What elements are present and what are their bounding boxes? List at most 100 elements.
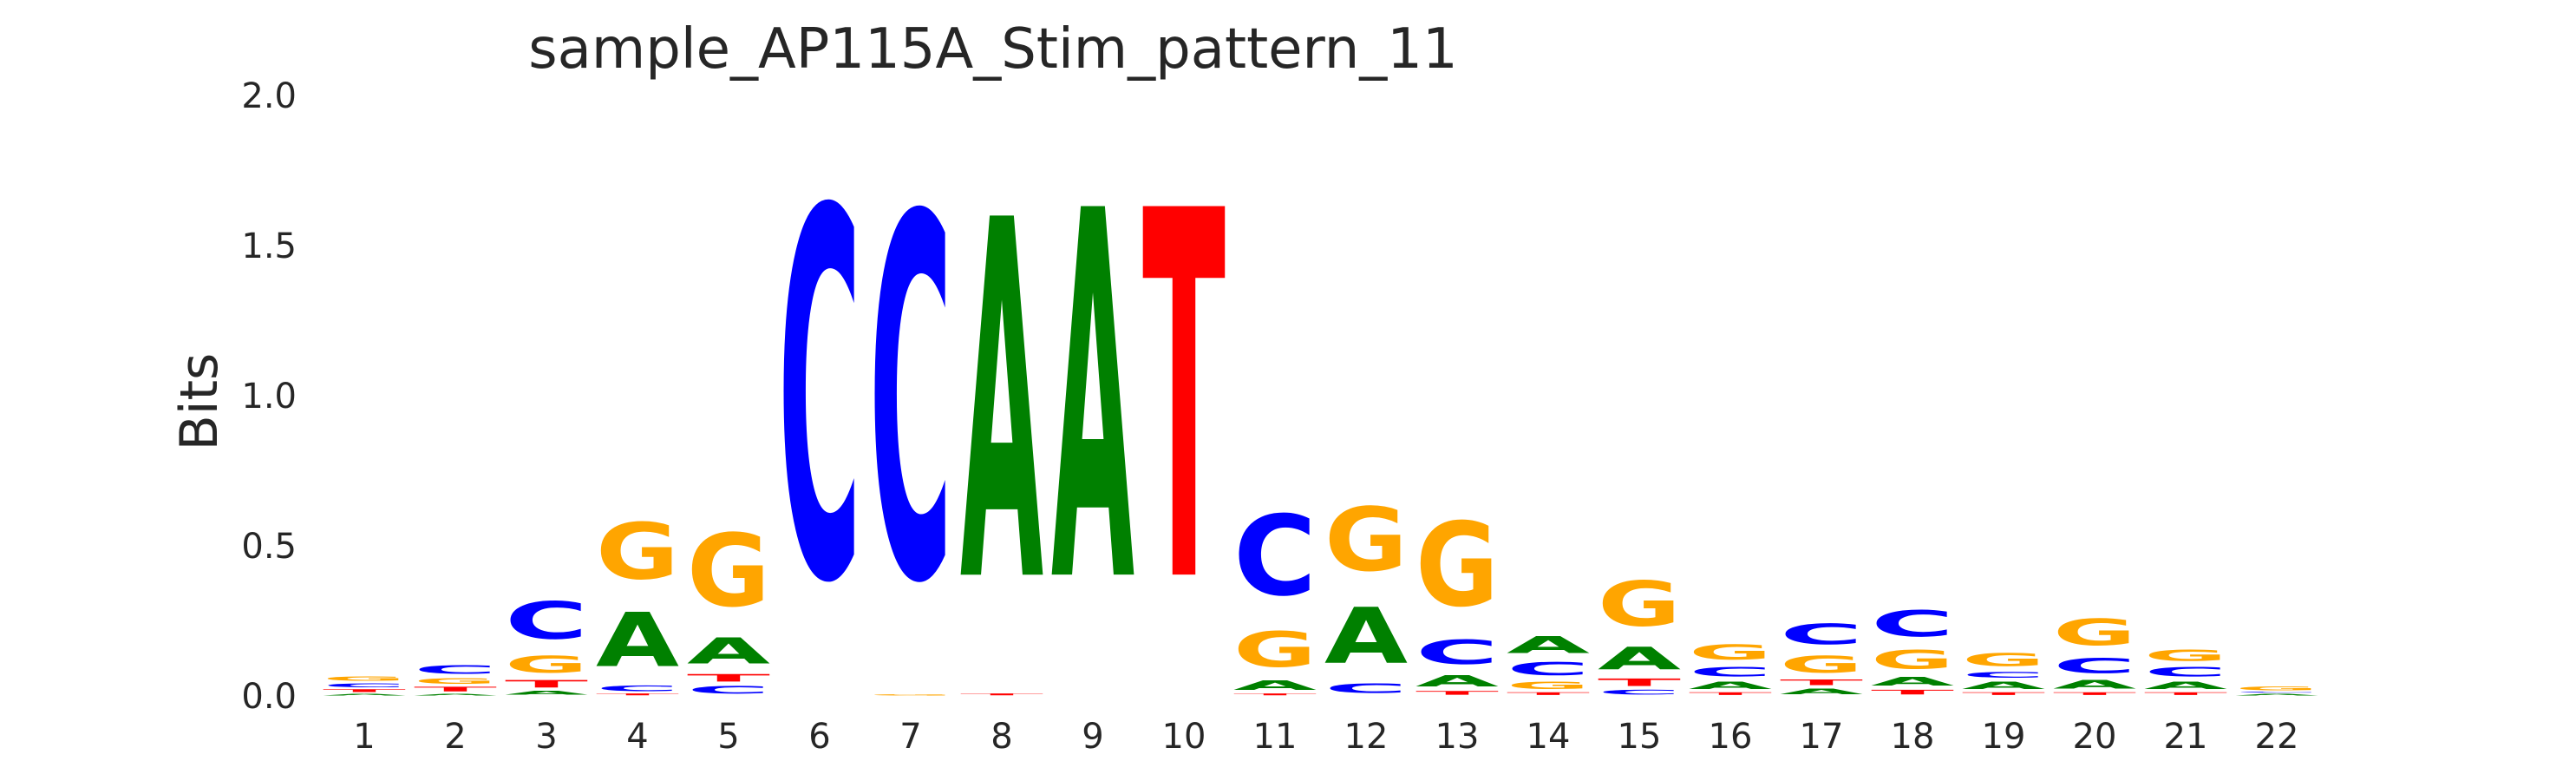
logo-letter-A: A [1689, 679, 1772, 692]
logo-letter-C: C [2144, 665, 2227, 679]
x-tick-label: 16 [1709, 717, 1753, 757]
logo-letter-T: T [1962, 692, 2045, 696]
logo-letter-A: A [2235, 693, 2318, 696]
logo-letter-G: G [1598, 568, 1681, 640]
x-tick-label: 1 [353, 717, 375, 757]
logo-letter-A: A [687, 630, 771, 672]
x-tick-label: 13 [1435, 717, 1480, 757]
x-tick-label: 2 [444, 717, 466, 757]
logo-letter-A: A [1780, 687, 1863, 696]
x-tick-label: 10 [1162, 717, 1206, 757]
logo-letter-G: G [1233, 621, 1317, 679]
y-tick-label: 0.0 [241, 677, 297, 717]
logo-letter-C: C [869, 115, 952, 693]
logo-letter-T: T [1780, 678, 1863, 686]
logo-letter-T: T [1233, 693, 1317, 696]
logo-letter-A: A [960, 118, 1044, 691]
x-tick-label: 7 [899, 717, 921, 757]
logo-letter-G: G [1689, 640, 1772, 664]
logo-letter-C: C [414, 663, 497, 676]
logo-letter-T: T [505, 678, 588, 690]
logo-letter-C: C [596, 684, 679, 692]
logo-letter-C: C [2235, 692, 2318, 693]
x-tick-label: 11 [1253, 717, 1298, 757]
logo-letter-A: A [1598, 640, 1682, 677]
x-axis-ticks: 1 2 3 4 5 6 7 8 9 10 11 12 13 14 15 16 17 18 19 20 21 22 [353, 717, 2298, 757]
logo-letter-C: C [1780, 619, 1863, 652]
logo-letter-G: G [1324, 489, 1408, 591]
logo-letter-T: T [596, 693, 679, 696]
logo-letter-C: C [2053, 654, 2136, 678]
logo-letter-T: T [1507, 692, 1590, 696]
logo-letter-T: T [960, 693, 1043, 696]
x-tick-label: 6 [808, 717, 830, 757]
y-tick-label: 2.0 [241, 76, 297, 116]
x-tick-label: 4 [626, 717, 648, 757]
x-tick-label: 18 [1891, 717, 1935, 757]
y-axis-label: Bits [169, 353, 230, 451]
logo-letter-G: G [687, 514, 770, 630]
logo-letter-T: T [1415, 690, 1499, 696]
logo-letter-G: G [596, 508, 679, 597]
logo-letter-G: G [323, 675, 406, 683]
logo-letter-G: G [2144, 646, 2227, 665]
logo-letter-T: T [1871, 688, 1954, 696]
logo-letter-C: C [687, 684, 770, 696]
logo-letter-G: G [1962, 649, 2045, 670]
logo-letter-G: G [1780, 651, 1863, 678]
logo-letter-A: A [2144, 679, 2227, 692]
logo-letter-T: T [687, 672, 770, 684]
logo-letter-A: A [323, 693, 406, 696]
x-tick-label: 19 [1982, 717, 2026, 757]
logo-letter-G: G [414, 677, 497, 686]
chart-title: sample_AP115A_Stim_pattern_11 [528, 17, 1457, 82]
logo-letter-G: G [1415, 498, 1499, 633]
logo-letter-C: C [505, 591, 588, 651]
logo-letter-C: C [1233, 493, 1317, 621]
logo-letter-A: A [1871, 675, 1954, 689]
logo-letter-C: C [323, 682, 406, 688]
y-axis-ticks: 0.0 0.5 1.0 1.5 2.0 [241, 76, 297, 717]
logo-letter-T: T [2144, 692, 2227, 696]
logo-letter-A: A [1507, 632, 1590, 659]
logo-letter-C: C [1415, 633, 1499, 673]
logo-letter-G: G [2053, 612, 2136, 653]
y-tick-label: 1.0 [241, 377, 297, 417]
x-tick-label: 3 [535, 717, 557, 757]
logo-letter-A: A [1324, 592, 1408, 681]
logo-letter-G: G [869, 694, 952, 696]
y-tick-label: 0.5 [241, 527, 297, 567]
logo-letter-A: A [505, 690, 588, 696]
logo-letter-C: C [778, 105, 861, 694]
logo-letter-C: C [1962, 671, 2045, 679]
x-tick-label: 22 [2255, 717, 2299, 757]
x-tick-label: 5 [717, 717, 739, 757]
logo-letter-G: G [2235, 686, 2318, 692]
logo-letter-C: C [1871, 603, 1954, 645]
logo-letter-T: T [1142, 106, 1226, 694]
logo-letter-T: T [1689, 692, 1772, 696]
logo-letter-T: T [414, 686, 497, 693]
logo-letter-T: T [1598, 676, 1681, 688]
logo-letter-G: G [505, 651, 588, 678]
x-tick-label: 12 [1344, 717, 1389, 757]
logo-letter-C: C [1324, 681, 1408, 696]
logo-letter-A: A [1051, 107, 1135, 695]
logo-letter-G: G [1507, 679, 1590, 692]
x-tick-label: 9 [1082, 717, 1103, 757]
logo-letter-C: C [1598, 688, 1681, 696]
x-tick-label: 20 [2073, 717, 2117, 757]
x-tick-label: 8 [991, 717, 1012, 757]
logo-letter-A: A [1233, 678, 1317, 692]
x-tick-label: 21 [2164, 717, 2208, 757]
logo-letter-A: A [1962, 679, 2045, 692]
x-tick-label: 14 [1527, 717, 1571, 757]
x-tick-label: 17 [1800, 717, 1844, 757]
x-tick-label: 15 [1618, 717, 1662, 757]
logo-letter-A: A [1415, 672, 1500, 690]
logo-letter-C: C [1507, 659, 1590, 679]
logo-letter-C: C [1689, 665, 1772, 679]
